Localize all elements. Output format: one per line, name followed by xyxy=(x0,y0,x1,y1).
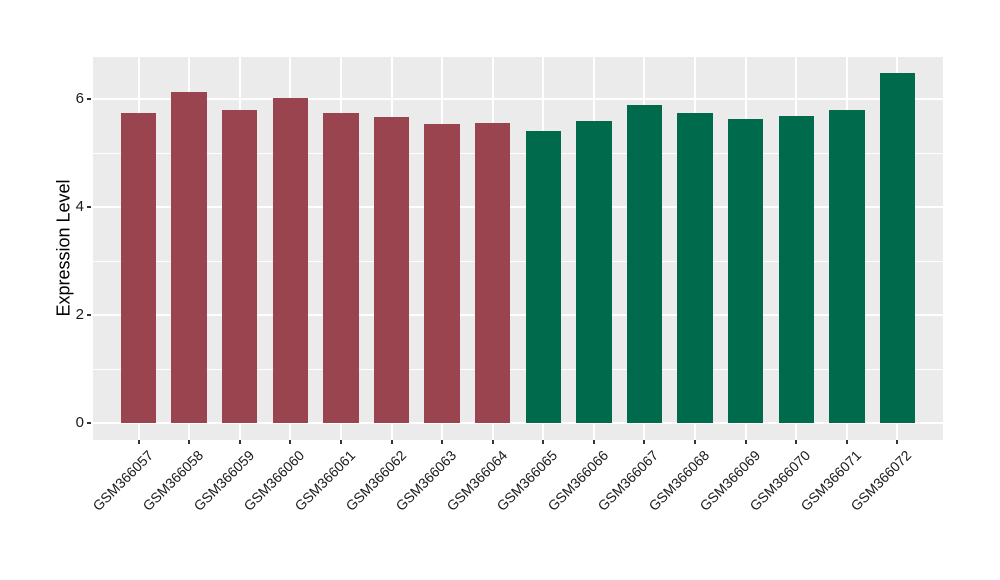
x-tick-mark xyxy=(491,440,494,444)
x-tick-mark xyxy=(390,440,393,444)
x-tick-mark xyxy=(896,440,899,444)
major-gridline xyxy=(93,422,943,425)
minor-gridline xyxy=(93,152,943,154)
y-tick-label: 2 xyxy=(75,306,84,324)
minor-gridline xyxy=(93,260,943,262)
bar-GSM366065 xyxy=(525,131,561,424)
x-tick-mark xyxy=(694,440,697,444)
bar-GSM366066 xyxy=(576,121,612,424)
bar-GSM366068 xyxy=(677,113,713,424)
y-tick-mark xyxy=(87,422,91,425)
bar-GSM366059 xyxy=(222,110,258,424)
bar-GSM366070 xyxy=(778,116,814,424)
bar-GSM366057 xyxy=(120,113,157,424)
minor-gridline xyxy=(93,368,943,370)
bar-GSM366069 xyxy=(727,118,764,424)
plot-panel xyxy=(93,57,943,440)
major-gridline xyxy=(93,206,943,209)
y-tick-mark xyxy=(87,314,91,317)
x-tick-mark xyxy=(289,440,292,444)
bar-GSM366058 xyxy=(171,91,207,424)
bar-GSM366062 xyxy=(373,117,410,424)
bar-GSM366063 xyxy=(424,123,460,424)
x-tick-mark xyxy=(339,440,342,444)
major-gridline xyxy=(93,314,943,317)
bar-GSM366072 xyxy=(879,73,916,424)
x-tick-mark xyxy=(643,440,646,444)
x-tick-mark xyxy=(795,440,798,444)
y-tick-label: 4 xyxy=(75,198,84,216)
y-tick-label: 0 xyxy=(75,414,84,432)
x-tick-mark xyxy=(137,440,140,444)
x-tick-mark xyxy=(238,440,241,444)
bar-GSM366060 xyxy=(272,98,309,424)
x-tick-mark xyxy=(188,440,191,444)
bar-GSM366071 xyxy=(829,110,865,424)
y-tick-mark xyxy=(87,206,91,209)
x-tick-mark xyxy=(592,440,595,444)
x-tick-mark xyxy=(744,440,747,444)
bar-GSM366067 xyxy=(626,105,663,424)
y-tick-label: 6 xyxy=(75,90,84,108)
x-tick-mark xyxy=(441,440,444,444)
bar-GSM366061 xyxy=(323,113,359,424)
x-tick-mark xyxy=(542,440,545,444)
y-tick-mark xyxy=(87,98,91,101)
x-tick-mark xyxy=(845,440,848,444)
bar-GSM366064 xyxy=(474,122,511,424)
major-gridline xyxy=(93,98,943,101)
